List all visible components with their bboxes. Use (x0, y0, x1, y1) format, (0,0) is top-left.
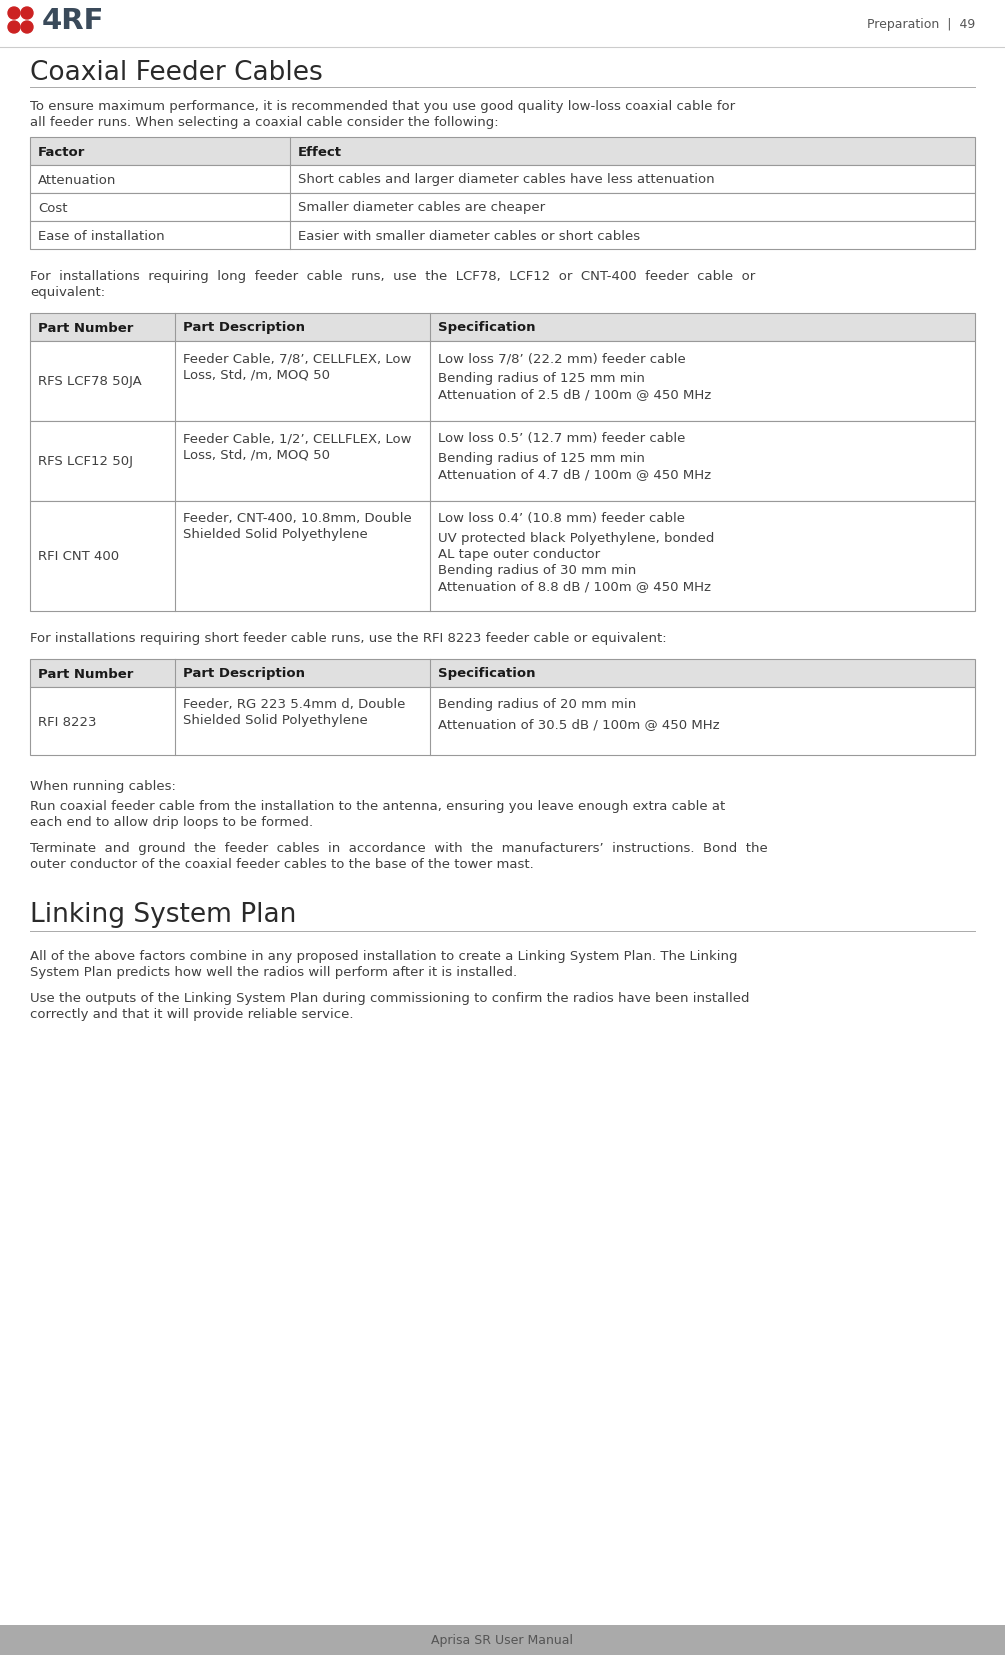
Text: Loss, Std, /m, MOQ 50: Loss, Std, /m, MOQ 50 (183, 449, 330, 460)
Circle shape (8, 22, 20, 35)
Text: 4RF: 4RF (42, 7, 105, 35)
Text: Part Description: Part Description (183, 667, 305, 680)
Text: Linking System Plan: Linking System Plan (30, 902, 296, 927)
Text: Shielded Solid Polyethylene: Shielded Solid Polyethylene (183, 713, 368, 727)
Bar (30, 660, 975, 687)
Text: Short cables and larger diameter cables have less attenuation: Short cables and larger diameter cables … (298, 174, 715, 187)
Bar (30, 194, 975, 222)
Bar (30, 343, 975, 422)
Text: Easier with smaller diameter cables or short cables: Easier with smaller diameter cables or s… (298, 230, 640, 242)
Text: Attenuation of 30.5 dB / 100m @ 450 MHz: Attenuation of 30.5 dB / 100m @ 450 MHz (438, 718, 720, 730)
Circle shape (8, 8, 20, 20)
Text: System Plan predicts how well the radios will perform after it is installed.: System Plan predicts how well the radios… (30, 965, 518, 978)
Text: Preparation  |  49: Preparation | 49 (866, 18, 975, 30)
Bar (0, 1625, 1005, 1655)
Text: Specification: Specification (438, 667, 536, 680)
Text: Bending radius of 125 mm min: Bending radius of 125 mm min (438, 372, 645, 384)
Text: Effect: Effect (298, 146, 342, 159)
Bar (30, 137, 975, 166)
Text: Bending radius of 125 mm min: Bending radius of 125 mm min (438, 452, 645, 465)
Text: UV protected black Polyethylene, bonded: UV protected black Polyethylene, bonded (438, 531, 715, 544)
Text: Attenuation of 8.8 dB / 100m @ 450 MHz: Attenuation of 8.8 dB / 100m @ 450 MHz (438, 579, 711, 592)
Text: RFI 8223: RFI 8223 (38, 715, 96, 728)
Text: Attenuation of 2.5 dB / 100m @ 450 MHz: Attenuation of 2.5 dB / 100m @ 450 MHz (438, 387, 712, 401)
Text: Feeder Cable, 7/8’, CELLFLEX, Low: Feeder Cable, 7/8’, CELLFLEX, Low (183, 353, 411, 364)
Bar (30, 222, 975, 250)
Bar (30, 166, 975, 194)
Text: All of the above factors combine in any proposed installation to create a Linkin: All of the above factors combine in any … (30, 950, 738, 963)
Bar (30, 687, 975, 756)
Circle shape (21, 8, 33, 20)
Text: Use the outputs of the Linking System Plan during commissioning to confirm the r: Use the outputs of the Linking System Pl… (30, 991, 750, 1005)
Text: Feeder Cable, 1/2’, CELLFLEX, Low: Feeder Cable, 1/2’, CELLFLEX, Low (183, 432, 411, 445)
Text: Loss, Std, /m, MOQ 50: Loss, Std, /m, MOQ 50 (183, 367, 330, 381)
Text: RFS LCF12 50J: RFS LCF12 50J (38, 455, 133, 468)
Text: Aprisa SR User Manual: Aprisa SR User Manual (431, 1633, 573, 1647)
Text: Coaxial Feeder Cables: Coaxial Feeder Cables (30, 60, 323, 86)
Text: Low loss 0.4’ (10.8 mm) feeder cable: Low loss 0.4’ (10.8 mm) feeder cable (438, 511, 685, 525)
Text: Ease of installation: Ease of installation (38, 230, 165, 242)
Bar (30, 314, 975, 343)
Text: Feeder, CNT-400, 10.8mm, Double: Feeder, CNT-400, 10.8mm, Double (183, 511, 412, 525)
Text: For  installations  requiring  long  feeder  cable  runs,  use  the  LCF78,  LCF: For installations requiring long feeder … (30, 270, 755, 283)
Text: AL tape outer conductor: AL tape outer conductor (438, 548, 600, 561)
Text: Specification: Specification (438, 321, 536, 334)
Text: Cost: Cost (38, 202, 67, 215)
Text: Part Number: Part Number (38, 321, 134, 334)
Bar (30, 501, 975, 612)
Text: Attenuation: Attenuation (38, 174, 117, 187)
Text: RFI CNT 400: RFI CNT 400 (38, 549, 120, 563)
Text: Bending radius of 30 mm min: Bending radius of 30 mm min (438, 564, 636, 576)
Text: Attenuation of 4.7 dB / 100m @ 450 MHz: Attenuation of 4.7 dB / 100m @ 450 MHz (438, 468, 712, 480)
Text: For installations requiring short feeder cable runs, use the RFI 8223 feeder cab: For installations requiring short feeder… (30, 632, 666, 644)
Text: Terminate  and  ground  the  feeder  cables  in  accordance  with  the  manufact: Terminate and ground the feeder cables i… (30, 841, 768, 854)
Text: Part Number: Part Number (38, 667, 134, 680)
Text: outer conductor of the coaxial feeder cables to the base of the tower mast.: outer conductor of the coaxial feeder ca… (30, 857, 534, 871)
Text: Shielded Solid Polyethylene: Shielded Solid Polyethylene (183, 528, 368, 541)
Text: each end to allow drip loops to be formed.: each end to allow drip loops to be forme… (30, 816, 314, 829)
Text: Run coaxial feeder cable from the installation to the antenna, ensuring you leav: Run coaxial feeder cable from the instal… (30, 799, 726, 813)
Text: Factor: Factor (38, 146, 85, 159)
Text: equivalent:: equivalent: (30, 286, 106, 300)
Text: When running cables:: When running cables: (30, 780, 176, 793)
Circle shape (21, 22, 33, 35)
Bar (30, 422, 975, 501)
Text: Bending radius of 20 mm min: Bending radius of 20 mm min (438, 697, 636, 710)
Text: Part Description: Part Description (183, 321, 305, 334)
Text: Smaller diameter cables are cheaper: Smaller diameter cables are cheaper (298, 202, 545, 215)
Text: Low loss 7/8’ (22.2 mm) feeder cable: Low loss 7/8’ (22.2 mm) feeder cable (438, 353, 685, 364)
Text: Feeder, RG 223 5.4mm d, Double: Feeder, RG 223 5.4mm d, Double (183, 697, 405, 710)
Text: correctly and that it will provide reliable service.: correctly and that it will provide relia… (30, 1008, 354, 1021)
Text: Low loss 0.5’ (12.7 mm) feeder cable: Low loss 0.5’ (12.7 mm) feeder cable (438, 432, 685, 445)
Text: To ensure maximum performance, it is recommended that you use good quality low-l: To ensure maximum performance, it is rec… (30, 99, 735, 113)
Text: all feeder runs. When selecting a coaxial cable consider the following:: all feeder runs. When selecting a coaxia… (30, 116, 498, 129)
Text: RFS LCF78 50JA: RFS LCF78 50JA (38, 376, 142, 389)
